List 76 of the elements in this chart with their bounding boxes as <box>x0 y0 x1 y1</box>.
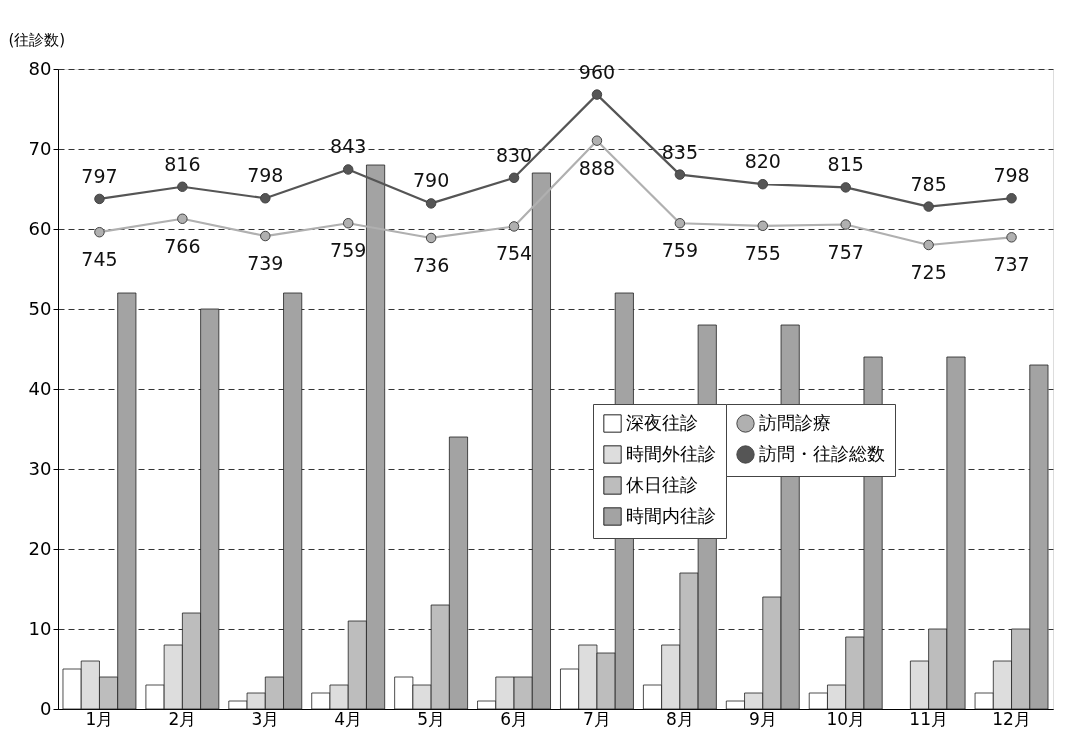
data-label: 820 <box>744 150 781 173</box>
point <box>591 135 603 146</box>
data-label: 888 <box>578 156 616 179</box>
x-tick-label: 6月 <box>500 708 528 729</box>
point <box>1006 193 1017 204</box>
data-label: 754 <box>495 242 533 265</box>
data-label: 843 <box>330 135 367 158</box>
data-label: 785 <box>910 172 947 195</box>
legend-label: 深夜往診 <box>626 411 698 433</box>
point <box>94 193 105 205</box>
point <box>674 169 686 180</box>
data-label: 766 <box>164 234 201 257</box>
legend-label: 訪問・往診総数 <box>759 442 885 464</box>
x-tick-label: 9月 <box>748 708 777 729</box>
data-label: 737 <box>993 253 1030 276</box>
point <box>425 232 437 244</box>
point <box>923 239 934 251</box>
x-tick-label: 2月 <box>168 708 197 729</box>
legend-label: 訪問診療 <box>759 411 831 433</box>
point <box>840 219 851 230</box>
x-tick-label: 1月 <box>85 708 114 729</box>
data-label: 798 <box>993 164 1030 187</box>
data-label: 725 <box>910 261 947 283</box>
x-tick-label: 3月 <box>251 708 280 729</box>
point <box>177 213 188 224</box>
point <box>923 201 934 212</box>
data-label: 835 <box>661 140 699 163</box>
point <box>840 182 851 193</box>
legend-label: 時間外往診 <box>626 442 716 464</box>
point <box>508 172 520 184</box>
y-tick-label: 50 <box>28 297 52 319</box>
x-tick-label: 12月 <box>992 708 1031 729</box>
x-tick-label: 11月 <box>909 708 948 729</box>
y-tick-label: 20 <box>28 537 52 559</box>
y-axis-title: (往診数) <box>8 30 66 49</box>
data-label: 960 <box>578 60 616 83</box>
y-tick-label: 10 <box>28 617 52 639</box>
point <box>425 198 437 209</box>
point <box>757 178 769 190</box>
data-label: 736 <box>412 253 450 276</box>
x-tick-label: 7月 <box>583 708 611 729</box>
data-label: 759 <box>661 239 699 262</box>
point <box>1006 232 1017 243</box>
point <box>342 218 354 229</box>
legend-label: 休日往診 <box>626 473 698 495</box>
y-tick-label: 70 <box>28 137 52 159</box>
point <box>674 218 686 229</box>
y-tick-label: 40 <box>28 377 52 399</box>
data-label: 815 <box>827 153 864 176</box>
point <box>94 226 105 238</box>
x-tick-label: 4月 <box>334 708 363 729</box>
x-tick-label: 10月 <box>826 708 866 729</box>
point <box>177 181 188 192</box>
point <box>342 164 354 175</box>
y-tick-label: 0 <box>40 697 52 719</box>
data-label: 739 <box>247 252 284 275</box>
point <box>591 89 603 100</box>
data-label: 816 <box>164 152 201 175</box>
y-tick-label: 30 <box>28 457 52 479</box>
data-label: 830 <box>495 143 533 166</box>
y-tick-label: 60 <box>28 217 52 239</box>
x-tick-label: 8月 <box>665 708 694 729</box>
legend-label: 時間内往診 <box>626 504 716 526</box>
data-label: 755 <box>744 241 781 264</box>
x-tick-label: 5月 <box>417 708 446 729</box>
data-label: 759 <box>330 239 367 262</box>
data-label: 745 <box>81 248 118 271</box>
point <box>260 230 271 242</box>
y-tick-label: 80 <box>28 57 52 79</box>
point <box>260 193 271 204</box>
point <box>757 220 769 232</box>
point <box>508 221 520 232</box>
data-label: 798 <box>247 164 284 187</box>
data-label: 790 <box>412 169 450 192</box>
data-label: 797 <box>81 164 118 187</box>
data-label: 757 <box>827 240 864 263</box>
